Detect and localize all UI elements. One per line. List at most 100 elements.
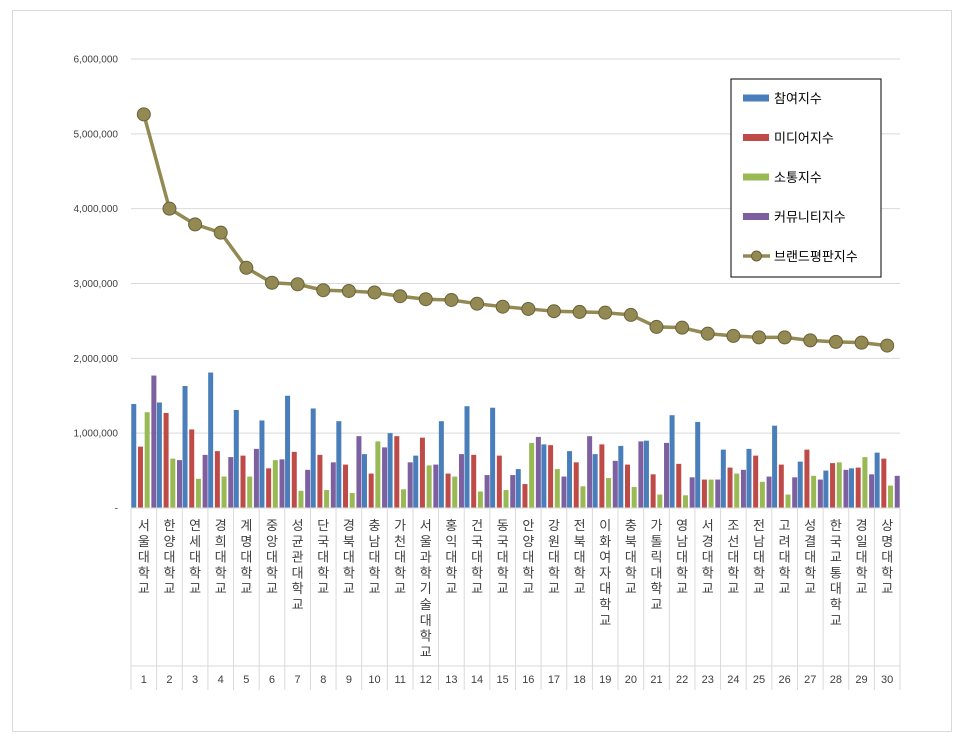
point-브랜드평판지수 bbox=[546, 304, 561, 319]
bar-커뮤니티지수 bbox=[766, 476, 772, 508]
x-rank-label: 14 bbox=[471, 674, 483, 686]
x-rank-label: 25 bbox=[753, 674, 765, 686]
legend-label: 미디어지수 bbox=[774, 132, 834, 147]
x-rank-label: 21 bbox=[650, 674, 662, 686]
bar-커뮤니티지수 bbox=[612, 460, 618, 508]
point-브랜드평판지수 bbox=[623, 307, 638, 322]
bar-소통지수 bbox=[144, 412, 150, 508]
x-rank-label: 9 bbox=[346, 674, 352, 686]
bar-소통지수 bbox=[606, 478, 612, 508]
bar-참여지수 bbox=[669, 415, 675, 508]
point-브랜드평판지수 bbox=[393, 289, 408, 304]
x-rank-label: 11 bbox=[394, 674, 405, 686]
bar-소통지수 bbox=[811, 475, 817, 508]
bar-커뮤니티지수 bbox=[151, 375, 157, 508]
bar-커뮤니티지수 bbox=[177, 460, 182, 508]
bar-미디어지수 bbox=[317, 454, 323, 508]
x-rank-label: 29 bbox=[855, 674, 867, 686]
bar-소통지수 bbox=[170, 458, 176, 508]
bar-미디어지수 bbox=[522, 484, 528, 508]
bar-소통지수 bbox=[734, 473, 740, 508]
bar-소통지수 bbox=[580, 486, 586, 508]
bar-미디어지수 bbox=[753, 455, 759, 508]
x-rank-label: 22 bbox=[676, 674, 688, 686]
point-브랜드평판지수 bbox=[495, 299, 510, 314]
point-브랜드평판지수 bbox=[213, 225, 228, 240]
legend-label: 커뮤니티지수 bbox=[774, 211, 846, 226]
bar-커뮤니티지수 bbox=[279, 459, 285, 508]
x-rank-label: 12 bbox=[420, 674, 432, 686]
bar-소통지수 bbox=[708, 479, 714, 508]
x-rank-label: 17 bbox=[548, 674, 560, 686]
y-tick-label: 1,000,000 bbox=[74, 429, 119, 440]
bar-소통지수 bbox=[682, 495, 688, 508]
point-브랜드평판지수 bbox=[444, 292, 459, 307]
bar-미디어지수 bbox=[291, 451, 297, 508]
bar-커뮤니티지수 bbox=[382, 447, 388, 508]
bar-참여지수 bbox=[772, 425, 778, 508]
bar-소통지수 bbox=[401, 489, 406, 508]
bar-커뮤니티지수 bbox=[510, 475, 516, 508]
bar-소통지수 bbox=[195, 478, 201, 508]
x-rank-label: 18 bbox=[573, 674, 585, 686]
bar-미디어지수 bbox=[445, 473, 451, 508]
bar-참여지수 bbox=[823, 470, 829, 508]
point-브랜드평판지수 bbox=[521, 301, 536, 316]
point-브랜드평판지수 bbox=[803, 333, 818, 348]
chart-frame bbox=[12, 10, 952, 732]
point-브랜드평판지수 bbox=[726, 328, 741, 343]
point-브랜드평판지수 bbox=[341, 283, 356, 298]
bar-참여지수 bbox=[720, 449, 726, 508]
bar-미디어지수 bbox=[471, 454, 477, 508]
bar-참여지수 bbox=[746, 448, 752, 508]
y-tick-label: - bbox=[115, 504, 118, 515]
point-브랜드평판지수 bbox=[752, 330, 767, 345]
bar-미디어지수 bbox=[599, 444, 605, 508]
bar-미디어지수 bbox=[240, 455, 246, 508]
y-tick-label: 6,000,000 bbox=[74, 55, 119, 66]
x-rank-label: 3 bbox=[192, 674, 198, 686]
bar-커뮤니티지수 bbox=[894, 475, 900, 508]
bar-참여지수 bbox=[618, 445, 624, 508]
bar-참여지수 bbox=[182, 386, 188, 508]
bar-커뮤니티지수 bbox=[305, 469, 311, 508]
point-브랜드평판지수 bbox=[316, 283, 331, 298]
bar-미디어지수 bbox=[189, 429, 195, 508]
bar-소통지수 bbox=[221, 476, 227, 508]
bar-커뮤니티지수 bbox=[664, 442, 670, 508]
bar-참여지수 bbox=[413, 455, 419, 508]
bar-소통지수 bbox=[375, 441, 381, 508]
point-브랜드평판지수 bbox=[162, 201, 177, 216]
point-브랜드평판지수 bbox=[598, 305, 613, 320]
bar-소통지수 bbox=[426, 465, 432, 508]
point-브랜드평판지수 bbox=[264, 275, 279, 290]
bar-소통지수 bbox=[324, 490, 330, 508]
bar-미디어지수 bbox=[394, 436, 400, 508]
bar-소통지수 bbox=[862, 457, 868, 508]
bar-참여지수 bbox=[695, 421, 701, 508]
legend-swatch-참여지수 bbox=[743, 94, 769, 102]
